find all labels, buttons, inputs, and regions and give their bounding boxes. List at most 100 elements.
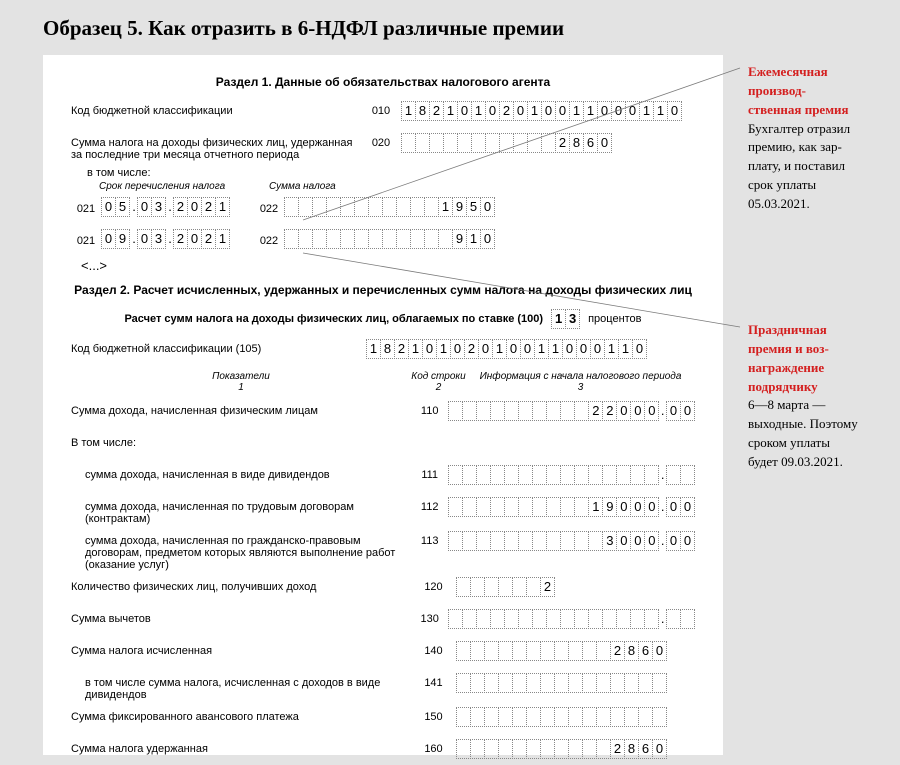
cell (490, 401, 505, 421)
cell: 2 (464, 339, 479, 359)
kbk105-label: Код бюджетной классификации (105) (71, 339, 366, 355)
row-taxsum-020: Сумма налога на доходы физических лиц, у… (71, 133, 695, 161)
cell (582, 707, 597, 727)
cell: 0 (576, 339, 591, 359)
cell (518, 531, 533, 551)
cell (596, 739, 611, 759)
cell (624, 707, 639, 727)
cell: 0 (666, 497, 681, 517)
cell: 0 (422, 339, 437, 359)
annotation-text-line: 05.03.2021. (748, 195, 888, 214)
cell (546, 465, 561, 485)
cell (512, 577, 527, 597)
cell (476, 609, 491, 629)
subhead-date: Срок перечисления налога (99, 181, 269, 192)
cell: 8 (569, 133, 584, 153)
row-code: 110 (411, 401, 448, 417)
cell (652, 707, 667, 727)
page-title: Образец 5. Как отразить в 6-НДФЛ различн… (43, 16, 564, 41)
decimal-dot: . (659, 609, 666, 629)
cell (602, 465, 617, 485)
cell (396, 229, 411, 249)
cell (312, 229, 327, 249)
row-label: в том числе сумма налога, исчисленная с … (71, 673, 411, 701)
cell (512, 673, 527, 693)
cell (498, 641, 513, 661)
cell (470, 707, 485, 727)
cell (644, 609, 659, 629)
cell (484, 577, 499, 597)
cell: 8 (624, 641, 639, 661)
cell (476, 401, 491, 421)
annotation-text-line: выходные. Поэтому (748, 415, 888, 434)
int-cells (448, 609, 659, 629)
cell (574, 465, 589, 485)
decimal-dot: . (659, 465, 666, 485)
int-cells: 22000 (448, 401, 659, 421)
cell (526, 673, 541, 693)
cell: 2 (201, 229, 216, 249)
cell (638, 673, 653, 693)
cell (340, 197, 355, 217)
cell (532, 465, 547, 485)
rate-label: Расчет сумм налога на доходы физических … (124, 313, 543, 325)
cell (560, 401, 575, 421)
cell (532, 497, 547, 517)
int-cells (448, 465, 659, 485)
cell: 0 (644, 497, 659, 517)
cell: 1 (618, 339, 633, 359)
kbk-code: 010 (361, 101, 401, 117)
cell (616, 609, 631, 629)
cell (443, 133, 458, 153)
cell (568, 673, 583, 693)
cell (284, 229, 299, 249)
calc-row: Количество физических лиц, получивших до… (71, 577, 695, 603)
cell: 1 (548, 339, 563, 359)
cell (382, 197, 397, 217)
cell (541, 133, 556, 153)
annotation-red-line: производ- (748, 82, 888, 101)
taxsum-code: 020 (361, 133, 401, 149)
cell (666, 609, 681, 629)
cell (410, 229, 425, 249)
row-code: 111 (411, 465, 448, 481)
line-code: 021 (71, 231, 101, 247)
decimal-dot: . (659, 401, 666, 421)
cell (498, 577, 513, 597)
annotation-red-line: награждение (748, 359, 888, 378)
cell: 1 (534, 339, 549, 359)
cell (526, 577, 541, 597)
cell (540, 641, 555, 661)
cell (456, 739, 471, 759)
cell (512, 739, 527, 759)
cell (512, 641, 527, 661)
tax-date-row: 02109.03.2021022910 (71, 226, 695, 252)
cell (326, 197, 341, 217)
cell: 2 (555, 133, 570, 153)
cell (354, 229, 369, 249)
section2-title: Раздел 2. Расчет исчисленных, удержанных… (71, 283, 695, 297)
cell (490, 497, 505, 517)
cell: 3 (565, 309, 580, 329)
cell: 9 (115, 229, 130, 249)
cell (540, 707, 555, 727)
cell (652, 673, 667, 693)
annotation-2: Праздничнаяпремия и воз-награждениеподря… (748, 321, 888, 472)
cell: 1 (583, 101, 598, 121)
cell (448, 609, 463, 629)
kbk-label: Код бюджетной классификации (71, 101, 361, 117)
calc-row: сумма дохода, начисленная в виде дивиден… (71, 465, 695, 491)
cell (554, 641, 569, 661)
cell (462, 465, 477, 485)
row-code: 150 (411, 707, 456, 723)
cell: 0 (616, 401, 631, 421)
cell: 5 (115, 197, 130, 217)
cell: 2 (610, 641, 625, 661)
cell: 0 (187, 229, 202, 249)
cell (596, 673, 611, 693)
cell (312, 197, 327, 217)
cell: 0 (630, 401, 645, 421)
cell: 0 (562, 339, 577, 359)
cell (340, 229, 355, 249)
cell (582, 673, 597, 693)
